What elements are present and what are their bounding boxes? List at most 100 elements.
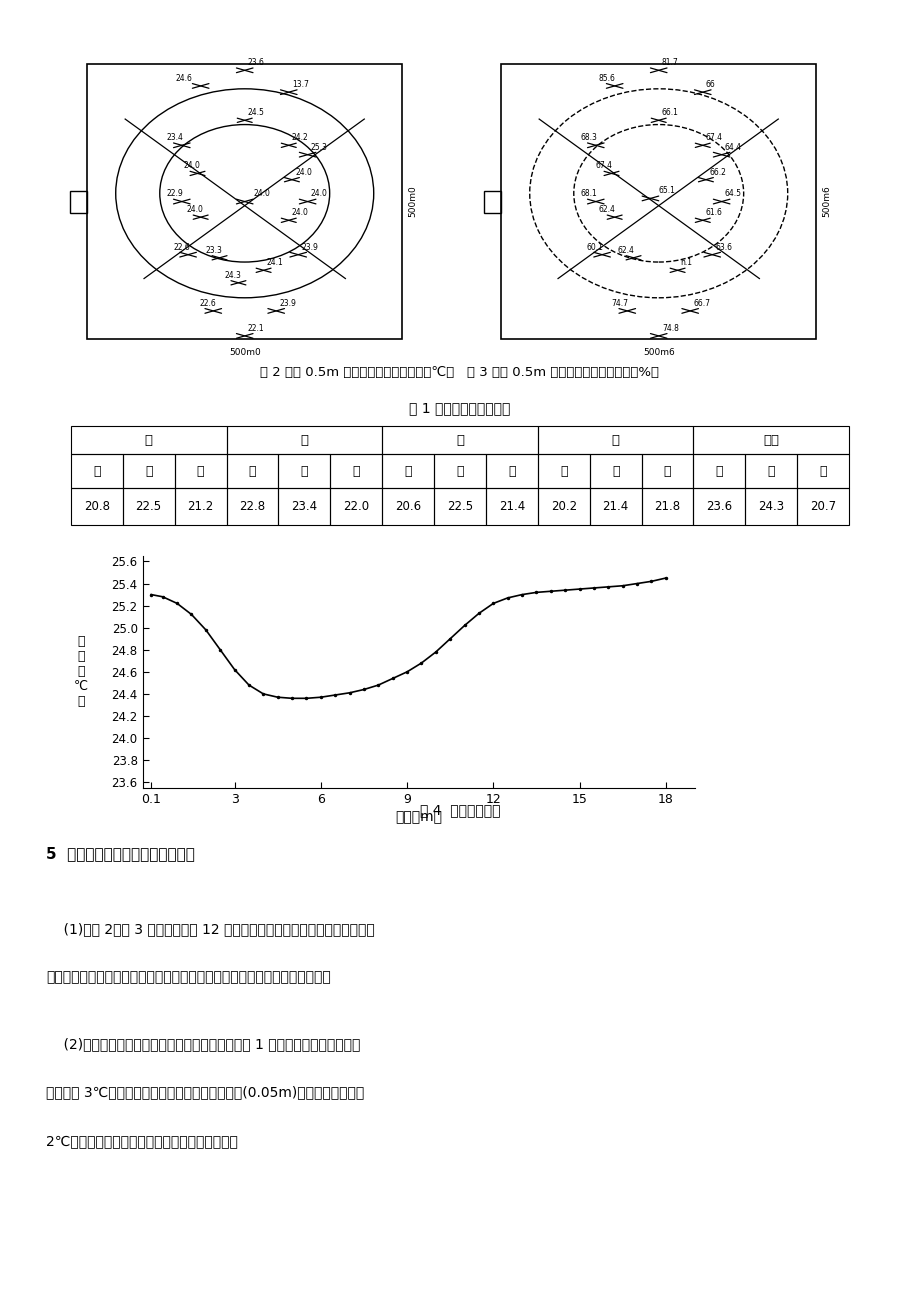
Text: 24.6: 24.6 [176,74,192,83]
Text: 2℃。测试结果表明植物园内温度分布满足要求。: 2℃。测试结果表明植物园内温度分布满足要求。 [46,1134,238,1148]
Text: 13.7: 13.7 [291,79,309,89]
Bar [71,488,122,525]
Text: 地面: 地面 [763,434,778,447]
Text: 62.4: 62.4 [598,204,615,214]
Text: n.1: n.1 [680,258,692,267]
Bar [122,454,175,488]
Text: 68.1: 68.1 [580,189,596,198]
Text: 66.2: 66.2 [709,168,725,177]
Bar [589,488,641,525]
Y-axis label: 温
度
（
℃
）: 温 度 （ ℃ ） [74,635,88,708]
Text: 60.1: 60.1 [585,242,603,251]
Text: 24.0: 24.0 [295,168,312,177]
Bar [538,488,589,525]
Text: 74.7: 74.7 [611,298,628,307]
Text: 24.0: 24.0 [183,161,200,171]
Text: 500m0: 500m0 [408,186,417,217]
Text: 晚: 晚 [352,465,359,478]
Text: 61.6: 61.6 [705,208,722,217]
Text: 22.6: 22.6 [174,242,190,251]
Text: 表 1 壁面与地面平均温度: 表 1 壁面与地面平均温度 [409,401,510,415]
Text: 500m6: 500m6 [822,186,831,217]
Bar [641,454,693,488]
Bar [381,454,434,488]
Text: 晚: 晚 [819,465,826,478]
Bar [330,488,381,525]
Text: 20.2: 20.2 [550,500,576,513]
Text: 22.9: 22.9 [166,189,183,198]
Bar [693,454,744,488]
Text: 22.1: 22.1 [247,324,264,333]
Bar [693,426,848,454]
Text: 24.0: 24.0 [253,189,269,198]
Text: 24.0: 24.0 [311,189,327,198]
Text: 22.8: 22.8 [239,500,266,513]
Text: 21.4: 21.4 [602,500,628,513]
Bar [71,454,122,488]
Text: 5  热带植物园热环境控制设施评价: 5 热带植物园热环境控制设施评价 [46,846,195,862]
Bar [483,190,501,212]
Bar [434,454,485,488]
Bar [485,454,538,488]
Text: 午: 午 [456,465,463,478]
Text: 20.6: 20.6 [394,500,421,513]
Text: 22.0: 22.0 [343,500,369,513]
X-axis label: 高度（m）: 高度（m） [394,810,442,824]
Text: 85.6: 85.6 [598,74,615,83]
Text: 午: 午 [766,465,774,478]
Text: 早: 早 [93,465,100,478]
Bar [175,488,226,525]
Text: 23.9: 23.9 [279,298,296,307]
Text: 21.2: 21.2 [187,500,213,513]
Text: 早: 早 [248,465,255,478]
Text: 20.7: 20.7 [810,500,835,513]
Text: 67.4: 67.4 [596,161,612,171]
Text: 24.2: 24.2 [291,133,309,142]
Bar [434,488,485,525]
Text: 23.6: 23.6 [247,59,265,68]
Text: 23.4: 23.4 [166,133,183,142]
Bar [485,488,538,525]
Text: 22.6: 22.6 [199,298,216,307]
Text: (1)从图 2，图 3 中可以看出在 12 月最冷的季节，舍内湿度稍低于要求值，: (1)从图 2，图 3 中可以看出在 12 月最冷的季节，舍内湿度稍低于要求值， [46,922,374,936]
Text: 早: 早 [404,465,412,478]
Text: 南: 南 [300,434,308,447]
Bar [226,488,278,525]
Bar [70,190,87,212]
Text: 东: 东 [144,434,153,447]
Text: 63.6: 63.6 [715,242,732,251]
Text: 24.1: 24.1 [267,258,283,267]
Text: 62.4: 62.4 [618,246,634,255]
Bar [226,454,278,488]
Bar [226,426,381,454]
Text: 22.5: 22.5 [447,500,472,513]
Bar [501,64,815,339]
Bar [71,426,226,454]
Text: 500m0: 500m0 [229,349,260,358]
Bar [330,454,381,488]
Bar [538,454,589,488]
Bar [278,488,330,525]
Text: 68.3: 68.3 [580,133,596,142]
Text: 66.1: 66.1 [661,108,678,117]
Text: 23.9: 23.9 [301,242,318,251]
Text: 午: 午 [301,465,308,478]
Text: 早: 早 [715,465,722,478]
Text: 西: 西 [456,434,463,447]
Text: 24.0: 24.0 [291,208,309,217]
Text: 晚: 晚 [197,465,204,478]
Text: 24.0: 24.0 [187,204,203,214]
Bar [744,454,797,488]
Bar [538,426,693,454]
Bar [122,488,175,525]
Bar [175,454,226,488]
Text: 而温度处于最佳范围内，说明舍内温热环境基本满足育热带植物生长的需要。: 而温度处于最佳范围内，说明舍内温热环境基本满足育热带植物生长的需要。 [46,970,331,984]
Text: 66: 66 [705,79,715,89]
Bar [693,488,744,525]
Bar [87,64,402,339]
Text: 64.5: 64.5 [724,189,741,198]
Text: 北: 北 [611,434,619,447]
Bar [381,488,434,525]
Bar [797,488,848,525]
Text: 22.5: 22.5 [135,500,162,513]
